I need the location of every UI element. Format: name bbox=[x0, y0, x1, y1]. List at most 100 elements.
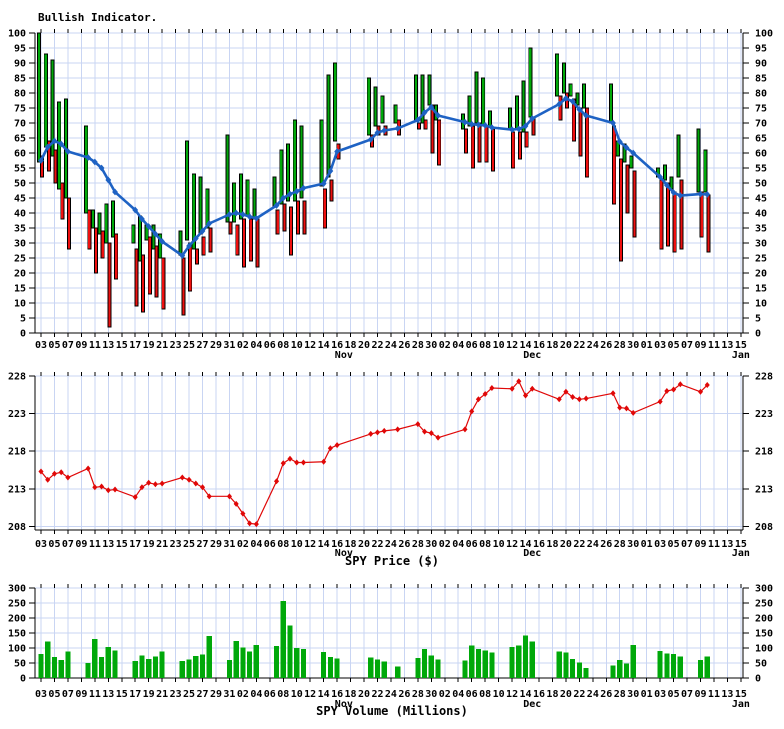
svg-text:20: 20 bbox=[358, 539, 370, 550]
svg-text:11: 11 bbox=[89, 539, 101, 550]
svg-text:26: 26 bbox=[398, 689, 410, 700]
svg-text:40: 40 bbox=[755, 209, 767, 220]
svg-text:28: 28 bbox=[614, 689, 626, 700]
svg-text:55: 55 bbox=[755, 164, 767, 175]
svg-text:23: 23 bbox=[170, 340, 182, 351]
svg-text:15: 15 bbox=[116, 340, 128, 351]
svg-text:28: 28 bbox=[412, 539, 424, 550]
svg-text:0: 0 bbox=[20, 674, 26, 685]
svg-text:08: 08 bbox=[277, 539, 289, 550]
svg-text:208: 208 bbox=[8, 522, 26, 533]
svg-text:31: 31 bbox=[223, 689, 235, 700]
svg-text:12: 12 bbox=[506, 689, 518, 700]
svg-text:5: 5 bbox=[755, 314, 761, 325]
svg-text:10: 10 bbox=[493, 539, 505, 550]
svg-text:30: 30 bbox=[755, 239, 767, 250]
svg-text:08: 08 bbox=[479, 689, 491, 700]
svg-text:35: 35 bbox=[755, 224, 767, 235]
svg-text:21: 21 bbox=[156, 340, 168, 351]
svg-text:06: 06 bbox=[466, 689, 478, 700]
svg-text:05: 05 bbox=[668, 689, 680, 700]
svg-text:40: 40 bbox=[14, 209, 26, 220]
svg-text:Dec: Dec bbox=[523, 548, 541, 559]
svg-text:03: 03 bbox=[35, 689, 47, 700]
svg-text:28: 28 bbox=[614, 340, 626, 351]
svg-text:05: 05 bbox=[48, 340, 60, 351]
svg-text:02: 02 bbox=[439, 340, 451, 351]
svg-text:03: 03 bbox=[654, 539, 666, 550]
svg-text:09: 09 bbox=[694, 340, 706, 351]
svg-text:14: 14 bbox=[318, 539, 330, 550]
svg-text:60: 60 bbox=[755, 149, 767, 160]
svg-text:16: 16 bbox=[533, 539, 545, 550]
svg-text:23: 23 bbox=[170, 689, 182, 700]
svg-text:18: 18 bbox=[345, 689, 357, 700]
svg-text:16: 16 bbox=[533, 689, 545, 700]
svg-text:10: 10 bbox=[493, 689, 505, 700]
svg-text:20: 20 bbox=[560, 340, 572, 351]
svg-text:08: 08 bbox=[479, 340, 491, 351]
svg-text:15: 15 bbox=[755, 284, 767, 295]
svg-text:04: 04 bbox=[250, 689, 262, 700]
svg-text:22: 22 bbox=[371, 340, 383, 351]
svg-text:45: 45 bbox=[755, 194, 767, 205]
svg-text:07: 07 bbox=[681, 689, 693, 700]
svg-text:30: 30 bbox=[627, 689, 639, 700]
svg-text:10: 10 bbox=[291, 340, 303, 351]
svg-text:10: 10 bbox=[493, 340, 505, 351]
svg-text:223: 223 bbox=[755, 409, 773, 420]
svg-text:09: 09 bbox=[75, 340, 87, 351]
svg-text:Jan: Jan bbox=[732, 350, 750, 361]
svg-text:22: 22 bbox=[371, 689, 383, 700]
svg-text:09: 09 bbox=[694, 689, 706, 700]
svg-text:05: 05 bbox=[48, 539, 60, 550]
svg-text:80: 80 bbox=[14, 89, 26, 100]
svg-text:218: 218 bbox=[8, 447, 26, 458]
svg-text:05: 05 bbox=[48, 689, 60, 700]
svg-text:22: 22 bbox=[573, 689, 585, 700]
svg-text:50: 50 bbox=[755, 179, 767, 190]
svg-text:24: 24 bbox=[385, 340, 397, 351]
svg-text:28: 28 bbox=[614, 539, 626, 550]
svg-text:90: 90 bbox=[14, 59, 26, 70]
svg-text:11: 11 bbox=[708, 340, 720, 351]
svg-text:18: 18 bbox=[345, 340, 357, 351]
svg-text:24: 24 bbox=[587, 340, 599, 351]
svg-text:06: 06 bbox=[466, 539, 478, 550]
svg-text:31: 31 bbox=[223, 539, 235, 550]
svg-text:Dec: Dec bbox=[523, 699, 541, 710]
svg-text:02: 02 bbox=[439, 539, 451, 550]
svg-text:55: 55 bbox=[14, 164, 26, 175]
svg-text:26: 26 bbox=[398, 539, 410, 550]
svg-text:04: 04 bbox=[250, 340, 262, 351]
svg-text:100: 100 bbox=[755, 644, 773, 655]
svg-text:26: 26 bbox=[600, 539, 612, 550]
svg-text:02: 02 bbox=[237, 340, 249, 351]
svg-text:14: 14 bbox=[520, 340, 532, 351]
svg-text:04: 04 bbox=[452, 340, 464, 351]
svg-text:18: 18 bbox=[546, 340, 558, 351]
svg-text:15: 15 bbox=[735, 689, 747, 700]
svg-text:25: 25 bbox=[14, 254, 26, 265]
svg-text:65: 65 bbox=[14, 134, 26, 145]
svg-text:208: 208 bbox=[755, 522, 773, 533]
svg-text:12: 12 bbox=[506, 539, 518, 550]
svg-text:20: 20 bbox=[560, 689, 572, 700]
svg-text:08: 08 bbox=[479, 539, 491, 550]
svg-text:17: 17 bbox=[129, 539, 141, 550]
svg-text:25: 25 bbox=[183, 689, 195, 700]
svg-text:13: 13 bbox=[102, 340, 114, 351]
svg-text:09: 09 bbox=[694, 539, 706, 550]
svg-text:20: 20 bbox=[358, 340, 370, 351]
svg-text:200: 200 bbox=[755, 614, 773, 625]
svg-text:19: 19 bbox=[143, 340, 155, 351]
svg-text:01: 01 bbox=[641, 340, 653, 351]
svg-text:15: 15 bbox=[735, 539, 747, 550]
svg-text:02: 02 bbox=[237, 539, 249, 550]
svg-text:01: 01 bbox=[641, 689, 653, 700]
svg-text:07: 07 bbox=[62, 340, 74, 351]
svg-text:06: 06 bbox=[264, 689, 276, 700]
svg-text:Jan: Jan bbox=[732, 699, 750, 710]
svg-text:80: 80 bbox=[755, 89, 767, 100]
